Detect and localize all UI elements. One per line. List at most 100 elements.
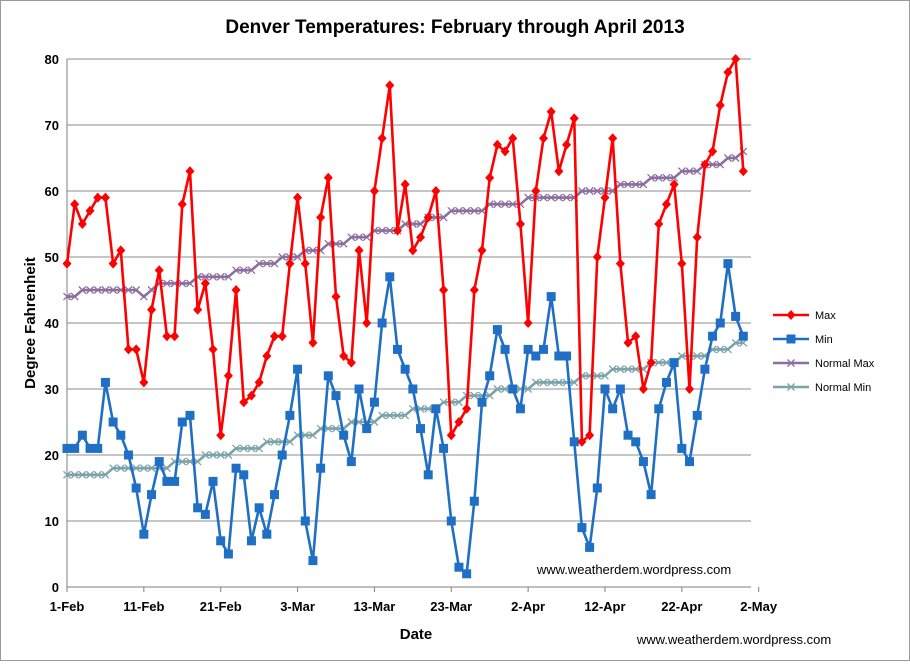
point-normal-max [109,286,118,294]
point-max [477,245,487,256]
point-min [538,344,548,354]
point-max [615,258,625,269]
point-max [254,377,264,388]
point-normal-max [63,292,71,301]
point-min [731,311,741,321]
point-min [685,457,695,467]
point-normal-min [347,418,356,426]
point-max [108,258,118,269]
point-max [446,430,456,441]
point-normal-max [201,272,210,281]
point-max [362,318,372,328]
point-normal-max [470,206,479,215]
point-normal-min [101,470,110,479]
point-min [654,404,664,414]
point-max [715,100,725,111]
point-normal-max [216,272,225,281]
point-min [254,503,264,513]
point-normal-min [693,352,702,360]
point-normal-max [462,206,471,215]
point-max [416,232,426,243]
point-normal-max [654,173,663,182]
point-normal-max [308,246,317,255]
point-max [638,384,648,394]
point-max [685,384,695,394]
point-max [469,285,479,295]
point-min [308,556,318,566]
chart-title: Denver Temperatures: February through Ap… [225,17,684,38]
legend-label: Normal Min [815,382,871,394]
point-min [508,384,518,394]
point-min [185,410,195,420]
point-min [400,364,410,374]
x-tick-label: 2-May [740,599,778,614]
point-normal-min [147,464,156,473]
point-min [469,496,479,506]
point-max [661,199,671,210]
legend-label: Min [815,334,833,346]
y-tick-label: 20 [45,448,59,463]
point-max [223,370,233,381]
point-normal-min [262,437,271,446]
point-normal-min [301,431,310,440]
point-min [316,463,326,473]
point-min [677,443,687,453]
point-min [500,344,510,354]
y-axis-label: Degree Fahrenheit [22,257,39,389]
point-normal-min [178,457,187,466]
point-min [216,536,226,546]
point-min [392,344,402,354]
point-max [500,146,510,157]
point-min [462,569,472,579]
point-max [147,304,157,315]
point-normal-max [616,180,625,189]
point-min [600,384,610,394]
point-min [431,404,441,414]
point-normal-min [324,424,333,433]
point-max [316,212,326,223]
point-max [200,278,210,289]
point-normal-min [624,365,632,374]
point-normal-min [93,470,102,479]
y-tick-label: 30 [45,382,59,397]
point-min [638,457,648,467]
point-normal-min [608,365,617,374]
point-normal-min [677,352,686,360]
legend-item-max: Max [773,310,836,322]
point-max [246,390,256,401]
x-tick-labels: 1-Feb 11-Feb 21-Feb 3-Mar 13-Mar 23-Mar 2-Apr 1… [50,599,778,614]
point-max [723,67,733,78]
point-max [62,258,72,269]
point-normal-min [593,371,602,380]
point-normal-max [378,226,387,235]
point-min [223,549,233,559]
point-normal-max [270,259,279,268]
point-min [569,437,579,447]
point-min [416,424,426,434]
point-max [392,225,402,236]
point-normal-min [385,411,394,420]
point-normal-max [355,233,364,242]
point-min [270,490,280,500]
point-min [554,351,564,361]
point-min [170,476,180,486]
point-normal-min [493,385,502,393]
point-min [62,443,72,453]
point-normal-max [247,266,256,275]
point-min [246,536,256,546]
point-min [147,490,157,500]
point-normal-max [539,193,548,202]
point-normal-max [209,272,217,281]
point-max [531,186,541,196]
series-group [62,54,748,579]
point-max [485,172,495,183]
point-max [577,436,587,447]
point-max [131,344,141,355]
point-min [116,430,126,440]
point-normal-min [547,378,556,387]
point-normal-max [677,167,686,176]
x-tick-label: 21-Feb [200,599,242,614]
point-max [77,219,87,229]
point-normal-min [654,358,663,367]
point-normal-min [524,385,533,393]
